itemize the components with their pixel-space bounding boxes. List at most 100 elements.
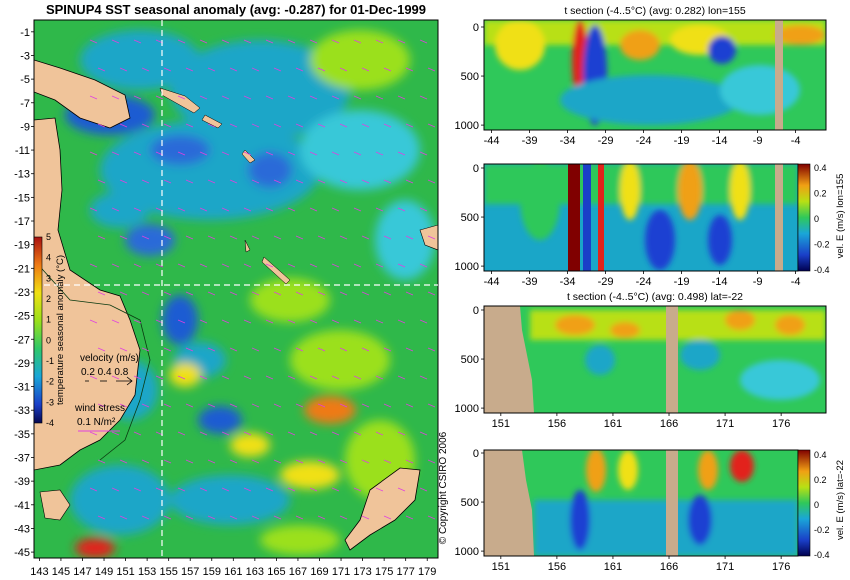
wind-legend: wind stress 0.1 N/m² — [74, 403, 125, 432]
section3-land-mid — [666, 306, 678, 413]
temp-colorbar-tick-label: 0 — [46, 335, 51, 345]
wind-arrow — [353, 263, 362, 268]
wind-arrow — [111, 319, 120, 324]
section-x-tick-label: -4 — [791, 135, 801, 147]
section-colorbar-tick-label: -0.4 — [814, 265, 830, 275]
wind-arrow — [119, 403, 128, 408]
wind-arrow — [221, 151, 230, 156]
wind-arrow — [251, 459, 260, 464]
section2-colorbar — [797, 163, 811, 272]
wind-arrow — [199, 263, 208, 268]
section-colorbar-tick-label: 0.2 — [814, 475, 827, 485]
section-x-tick-label: 166 — [660, 418, 678, 430]
section-y-tick-label: 1000 — [455, 120, 479, 132]
map-y-tick-label: -21 — [14, 263, 30, 275]
wind-arrow — [111, 431, 120, 436]
wind-arrow — [331, 95, 340, 100]
wind-arrow — [317, 235, 326, 240]
wind-arrow — [243, 263, 252, 268]
wind-arrow — [229, 403, 238, 408]
wind-arrow — [339, 235, 348, 240]
wind-arrow — [207, 403, 216, 408]
wind-arrow — [141, 515, 150, 520]
map-x-tick-label: 173 — [353, 566, 371, 578]
wind-arrow — [177, 431, 186, 436]
section1-frame — [483, 19, 827, 131]
wind-arrow — [317, 459, 326, 464]
section-y-tick-label: 1000 — [455, 403, 479, 415]
section-colorbar-tick-label: -0.2 — [814, 240, 830, 250]
section-x-tick-label: -44 — [484, 276, 500, 288]
wind-arrow — [295, 123, 304, 128]
wind-arrow — [163, 515, 172, 520]
map-y-tick-label: -27 — [14, 334, 30, 346]
wind-arrow — [309, 207, 318, 212]
wind-arrow — [405, 67, 414, 72]
section-x-tick-label: -4 — [791, 276, 801, 288]
wind-arrow — [397, 319, 406, 324]
map-y-tick-label: -41 — [14, 500, 30, 512]
wind-arrow — [265, 375, 274, 380]
wind-arrow — [295, 403, 304, 408]
wind-arrow — [419, 319, 428, 324]
wind-arrow — [427, 123, 436, 128]
wind-arrow — [141, 347, 150, 352]
wind-arrow — [405, 459, 414, 464]
wind-arrow — [141, 403, 150, 408]
wind-arrow — [375, 487, 384, 492]
wind-arrow — [397, 39, 406, 44]
section1-title: t section (-4..5°C) (avg: 0.282) lon=155 — [564, 5, 745, 17]
wind-arrow — [207, 347, 216, 352]
map-title: SPINUP4 SST seasonal anomaly (avg: -0.28… — [46, 2, 426, 17]
velocity-legend-title: velocity (m/s) — [80, 353, 139, 364]
section-y-tick-label: 500 — [461, 71, 479, 83]
wind-arrow — [419, 151, 428, 156]
section-x-tick-label: -14 — [712, 135, 728, 147]
wind-arrow — [133, 151, 142, 156]
wind-arrow — [331, 207, 340, 212]
wind-arrow — [273, 235, 282, 240]
map-x-tick-label: 167 — [289, 566, 307, 578]
wind-arrow — [141, 67, 150, 72]
map-x-tick-label: 171 — [332, 566, 350, 578]
map-y-tick-label: -1 — [20, 27, 30, 39]
wind-arrow — [97, 67, 106, 72]
map-y-tick-label: -17 — [14, 216, 30, 228]
wind-arrow — [383, 67, 392, 72]
wind-arrow — [251, 67, 260, 72]
wind-arrow — [295, 235, 304, 240]
wind-arrow — [353, 95, 362, 100]
wind-arrow — [265, 263, 274, 268]
map-y-tick-label: -37 — [14, 452, 30, 464]
wind-arrow — [361, 515, 370, 520]
map-y-tick-label: -35 — [14, 429, 30, 441]
wind-arrow — [177, 487, 186, 492]
wind-arrow — [265, 487, 274, 492]
map-x-tick-label: 165 — [267, 566, 285, 578]
wind-arrow — [397, 151, 406, 156]
wind-arrow — [353, 39, 362, 44]
wind-arrow — [97, 459, 106, 464]
wind-arrow — [243, 487, 252, 492]
wind-arrow — [287, 319, 296, 324]
section-colorbar-tick-label: 0 — [814, 214, 819, 224]
wind-legend-title: wind stress — [74, 403, 125, 414]
wind-arrow — [375, 263, 384, 268]
section-y-tick-label: 500 — [461, 212, 479, 224]
map-x-tick-label: 143 — [30, 566, 48, 578]
wind-arrow — [397, 431, 406, 436]
wind-arrow — [177, 207, 186, 212]
wind-arrow — [111, 95, 120, 100]
wind-arrow — [375, 39, 384, 44]
wind-legend-value: 0.1 N/m² — [77, 417, 116, 428]
wind-arrow — [229, 123, 238, 128]
map-y-tick-label: -5 — [20, 74, 30, 86]
map-y-tick-label: -3 — [20, 50, 30, 62]
wind-arrow — [177, 263, 186, 268]
wind-arrow — [397, 95, 406, 100]
velocity-arrow-3 — [116, 376, 133, 386]
wind-arrow — [353, 207, 362, 212]
wind-arrow — [427, 347, 436, 352]
section3-land-west — [484, 306, 534, 413]
section-x-tick-label: 176 — [772, 561, 790, 573]
